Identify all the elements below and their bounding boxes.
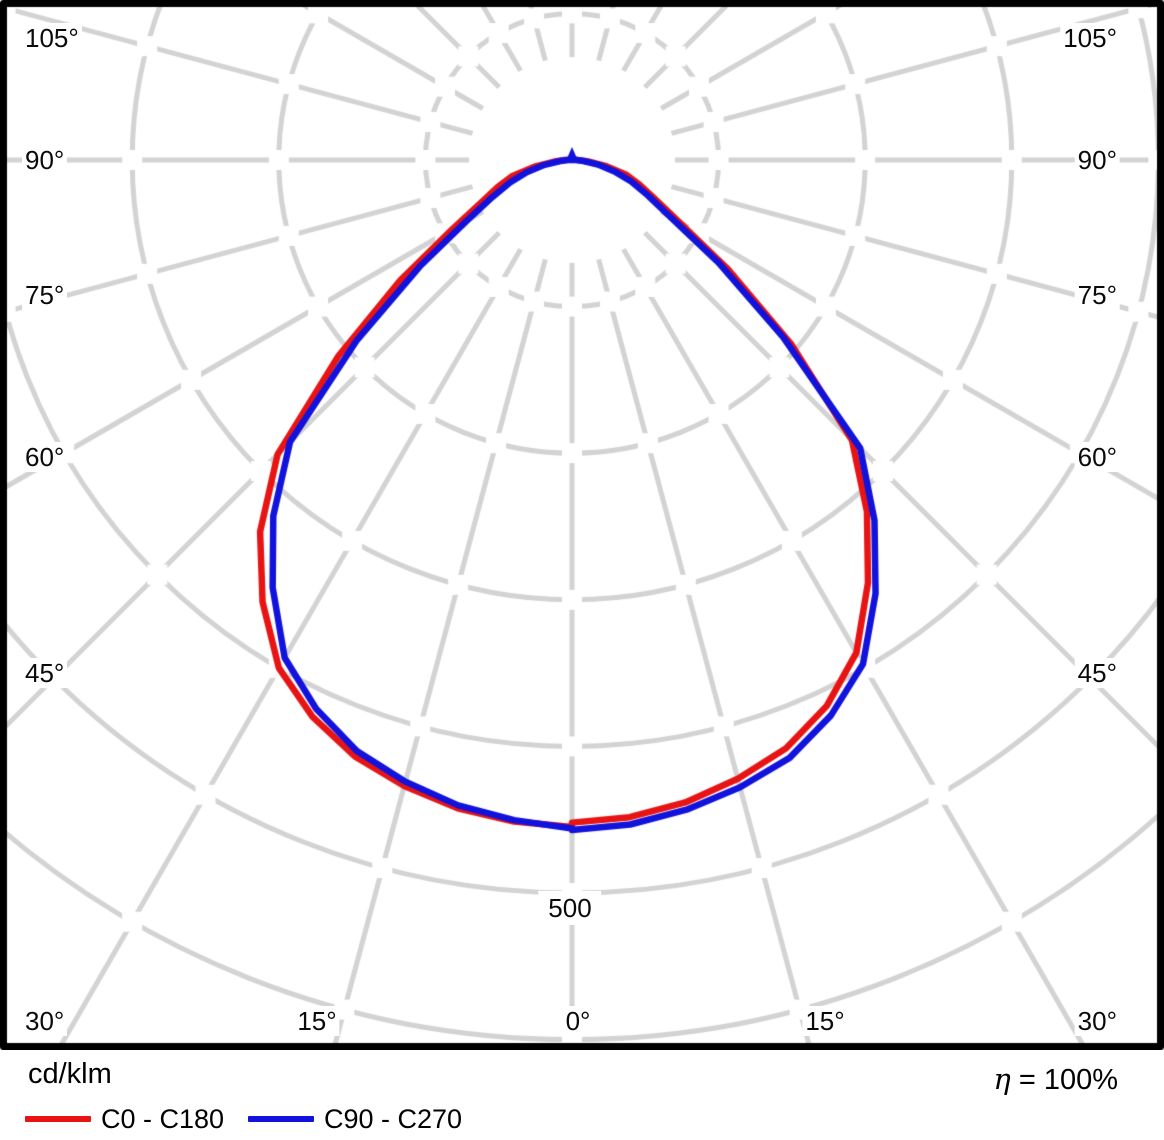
angle-label-center-0: 0°	[562, 1006, 594, 1036]
eta-symbol: η	[993, 1062, 1011, 1096]
polar-plot-area: 105° 90° 75° 60° 45° 30° 15° 0° 15° 30° 45° 60° 75° 9…	[0, 0, 1164, 1050]
legend-label: C90 - C270	[324, 1104, 463, 1134]
angle-label-right-60: 60°	[1074, 442, 1120, 472]
legend-swatch-blue-line	[248, 1116, 314, 1122]
light-output-ratio: η = 100%	[993, 1062, 1118, 1097]
polar-chart-canvas	[0, 0, 1164, 1050]
legend: cd/klm C0 - C180 C90 - C270 η = 100%	[0, 1050, 1164, 1140]
angle-label-left-30: 30°	[22, 1006, 68, 1036]
angle-label-right-15: 15°	[802, 1006, 848, 1036]
angle-label-left-60: 60°	[22, 442, 68, 472]
angle-label-left-45: 45°	[22, 658, 68, 688]
eta-operator: =	[1018, 1064, 1036, 1096]
angle-label-left-90: 90°	[22, 145, 68, 175]
legend-swatch-red-line	[25, 1116, 91, 1122]
radial-value-label: 500	[538, 891, 602, 925]
angle-label-right-30: 30°	[1074, 1006, 1120, 1036]
angle-label-right-75: 75°	[1074, 280, 1120, 310]
angle-label-right-45: 45°	[1074, 658, 1120, 688]
legend-label: C0 - C180	[101, 1104, 225, 1134]
angle-label-left-15: 15°	[294, 1006, 340, 1036]
angle-label-left-75: 75°	[22, 280, 68, 310]
eta-value: 100%	[1043, 1064, 1118, 1096]
units-label: cd/klm	[28, 1058, 112, 1090]
angle-label-right-90: 90°	[1074, 145, 1120, 175]
angle-label-left-105: 105°	[22, 23, 82, 53]
angle-label-right-105: 105°	[1060, 23, 1120, 53]
